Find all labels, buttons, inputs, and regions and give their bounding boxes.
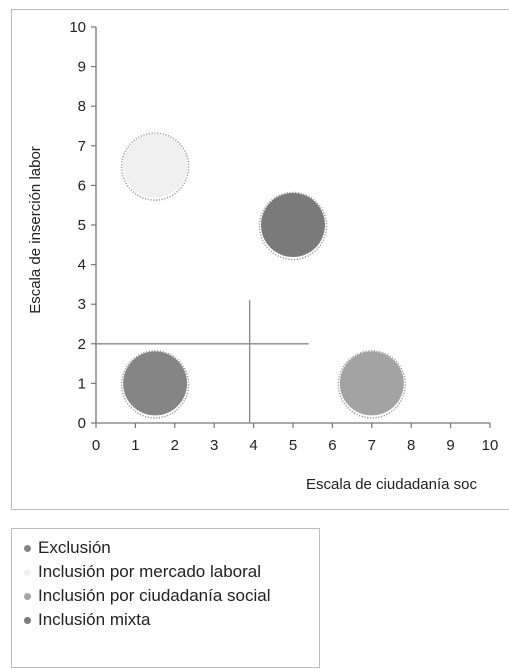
x-tick-label: 10 — [482, 437, 499, 454]
data-point-outline — [258, 191, 328, 261]
y-tick-label: 5 — [78, 217, 86, 234]
legend-item-inclusion-ciudadania: Inclusión por ciudadanía social — [24, 585, 270, 607]
x-axis-title: Escala de ciudadanía soc — [306, 476, 477, 493]
data-point — [123, 351, 188, 416]
data-point-outline — [337, 350, 407, 419]
legend-marker — [24, 568, 31, 576]
x-tick-label: 8 — [407, 437, 415, 454]
legend-label: Inclusión por ciudadanía social — [38, 586, 271, 605]
y-tick-label: 2 — [78, 336, 86, 353]
data-point — [123, 133, 188, 198]
data-point — [261, 193, 325, 257]
legend-item-exclusion: Exclusión — [24, 537, 111, 559]
data-point-outline — [120, 350, 190, 419]
legend-label: Inclusión por mercado laboral — [38, 562, 262, 581]
y-tick-label: 1 — [78, 375, 86, 392]
legend-item-inclusion-mercado: Inclusión por mercado laboral — [24, 561, 261, 583]
legend-marker — [24, 616, 31, 624]
scatter-chart: 0 1 2 3 4 5 6 7 8 9 10 0 1 2 3 4 5 6 7 8 9 10 Escala de ciudad… — [27, 19, 499, 493]
y-tick-label: 6 — [78, 177, 86, 194]
y-tick-label: 9 — [78, 59, 86, 76]
y-tick-label: 3 — [78, 296, 86, 313]
x-tick-label: 1 — [131, 437, 139, 454]
y-tick-label: 8 — [78, 98, 86, 115]
x-tick-label: 3 — [210, 437, 218, 454]
legend-marker — [24, 544, 31, 552]
plot-area: 0 1 2 3 4 5 6 7 8 9 10 0 1 2 3 4 5 6 7 8 9 10 Escala de ciudad… — [11, 9, 509, 510]
x-tick-label: 5 — [289, 437, 297, 454]
legend-label: Exclusión — [38, 538, 111, 557]
x-tick-label: 6 — [328, 437, 336, 454]
x-tick-label: 9 — [446, 437, 454, 454]
legend-marker — [24, 592, 31, 600]
data-point-outline — [120, 132, 190, 201]
y-tick-label: 4 — [78, 257, 86, 274]
legend-item-inclusion-mixta: Inclusión mixta — [24, 609, 150, 631]
data-point — [339, 351, 404, 416]
x-tick-label: 4 — [249, 437, 257, 454]
y-axis-title: Escala de inserción labor — [27, 146, 44, 314]
legend: Exclusión Inclusión por mercado laboral … — [11, 528, 320, 668]
y-tick-label: 0 — [78, 415, 86, 432]
x-tick-label: 7 — [368, 437, 376, 454]
y-tick-label: 10 — [69, 19, 86, 36]
legend-label: Inclusión mixta — [38, 610, 151, 629]
x-tick-label: 0 — [92, 437, 100, 454]
y-tick-label: 7 — [78, 138, 86, 155]
x-tick-label: 2 — [171, 437, 179, 454]
